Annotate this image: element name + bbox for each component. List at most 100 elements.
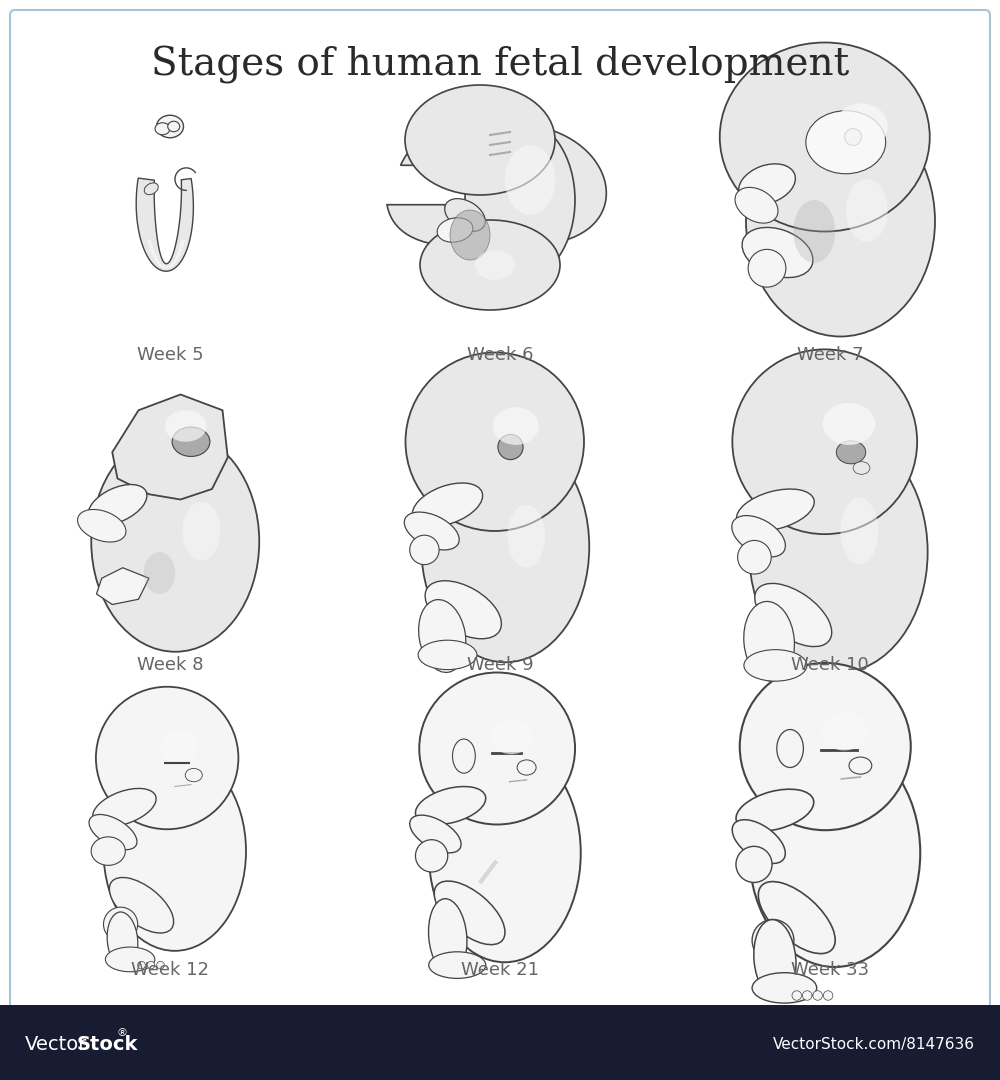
Ellipse shape bbox=[853, 462, 870, 474]
Ellipse shape bbox=[107, 912, 138, 969]
Text: Week 5: Week 5 bbox=[137, 346, 203, 364]
Circle shape bbox=[845, 129, 862, 146]
Ellipse shape bbox=[758, 881, 835, 954]
Circle shape bbox=[752, 919, 794, 961]
Ellipse shape bbox=[720, 42, 930, 231]
Circle shape bbox=[157, 961, 164, 969]
Ellipse shape bbox=[78, 510, 126, 542]
Ellipse shape bbox=[736, 789, 814, 832]
Ellipse shape bbox=[168, 121, 180, 132]
Ellipse shape bbox=[744, 650, 807, 681]
Ellipse shape bbox=[835, 104, 888, 150]
Ellipse shape bbox=[183, 501, 220, 561]
Ellipse shape bbox=[836, 441, 866, 463]
Ellipse shape bbox=[754, 919, 796, 999]
Ellipse shape bbox=[109, 877, 174, 933]
Circle shape bbox=[498, 434, 523, 460]
Ellipse shape bbox=[160, 729, 198, 764]
Ellipse shape bbox=[89, 814, 137, 850]
Ellipse shape bbox=[840, 498, 878, 565]
Ellipse shape bbox=[418, 640, 477, 670]
Circle shape bbox=[792, 990, 802, 1000]
Ellipse shape bbox=[732, 349, 917, 535]
Ellipse shape bbox=[404, 512, 459, 550]
Ellipse shape bbox=[172, 427, 210, 457]
Polygon shape bbox=[96, 568, 149, 605]
Ellipse shape bbox=[749, 739, 920, 967]
Ellipse shape bbox=[475, 249, 515, 280]
Ellipse shape bbox=[452, 739, 475, 773]
Ellipse shape bbox=[846, 179, 888, 242]
Circle shape bbox=[415, 840, 448, 872]
Text: Week 21: Week 21 bbox=[461, 961, 539, 978]
Ellipse shape bbox=[517, 760, 536, 775]
Ellipse shape bbox=[406, 352, 584, 531]
Ellipse shape bbox=[445, 199, 485, 231]
Polygon shape bbox=[136, 178, 193, 271]
Ellipse shape bbox=[744, 602, 794, 681]
Ellipse shape bbox=[410, 815, 461, 853]
Ellipse shape bbox=[742, 228, 813, 278]
Circle shape bbox=[823, 990, 833, 1000]
FancyBboxPatch shape bbox=[10, 10, 990, 1070]
Ellipse shape bbox=[144, 183, 158, 194]
Circle shape bbox=[104, 907, 138, 942]
Ellipse shape bbox=[739, 164, 795, 204]
Ellipse shape bbox=[425, 581, 501, 638]
Ellipse shape bbox=[820, 713, 868, 751]
Ellipse shape bbox=[755, 583, 832, 647]
Circle shape bbox=[410, 536, 439, 565]
Ellipse shape bbox=[490, 720, 532, 754]
Ellipse shape bbox=[740, 663, 911, 831]
Ellipse shape bbox=[849, 757, 872, 774]
Ellipse shape bbox=[144, 552, 175, 594]
Ellipse shape bbox=[105, 947, 155, 972]
Ellipse shape bbox=[91, 431, 259, 651]
Circle shape bbox=[802, 990, 812, 1000]
Ellipse shape bbox=[165, 410, 207, 442]
Ellipse shape bbox=[732, 820, 785, 864]
Bar bbox=[0, 1005, 1000, 1080]
Ellipse shape bbox=[752, 973, 817, 1003]
Ellipse shape bbox=[412, 483, 483, 527]
Text: Week 9: Week 9 bbox=[467, 656, 533, 674]
Ellipse shape bbox=[749, 431, 928, 673]
Ellipse shape bbox=[732, 515, 785, 557]
Ellipse shape bbox=[505, 145, 555, 215]
Ellipse shape bbox=[415, 786, 486, 824]
Ellipse shape bbox=[806, 111, 886, 174]
Text: Week 12: Week 12 bbox=[131, 961, 209, 978]
Text: Stock: Stock bbox=[77, 1036, 138, 1054]
Ellipse shape bbox=[405, 85, 555, 195]
Ellipse shape bbox=[793, 200, 835, 264]
Ellipse shape bbox=[507, 504, 545, 568]
Polygon shape bbox=[147, 239, 185, 269]
Ellipse shape bbox=[429, 951, 486, 978]
Ellipse shape bbox=[737, 489, 814, 531]
Ellipse shape bbox=[735, 187, 778, 224]
Ellipse shape bbox=[91, 837, 125, 865]
Circle shape bbox=[813, 990, 822, 1000]
Text: Week 6: Week 6 bbox=[467, 346, 533, 364]
Ellipse shape bbox=[156, 116, 184, 138]
Polygon shape bbox=[387, 121, 606, 248]
Text: Week 10: Week 10 bbox=[791, 656, 869, 674]
Text: Week 7: Week 7 bbox=[797, 346, 863, 364]
Ellipse shape bbox=[777, 729, 803, 768]
Ellipse shape bbox=[465, 120, 575, 280]
Text: VectorStock.com/8147636: VectorStock.com/8147636 bbox=[773, 1038, 975, 1053]
Circle shape bbox=[748, 249, 786, 287]
Ellipse shape bbox=[93, 788, 156, 826]
Ellipse shape bbox=[450, 210, 490, 260]
Ellipse shape bbox=[104, 752, 246, 950]
Ellipse shape bbox=[434, 881, 505, 945]
Circle shape bbox=[736, 847, 772, 882]
Ellipse shape bbox=[429, 899, 467, 974]
Polygon shape bbox=[112, 394, 228, 499]
Ellipse shape bbox=[493, 407, 539, 445]
Ellipse shape bbox=[88, 485, 147, 525]
Ellipse shape bbox=[746, 106, 935, 337]
Ellipse shape bbox=[419, 673, 575, 824]
Text: Week 33: Week 33 bbox=[791, 961, 869, 978]
Ellipse shape bbox=[429, 744, 581, 962]
